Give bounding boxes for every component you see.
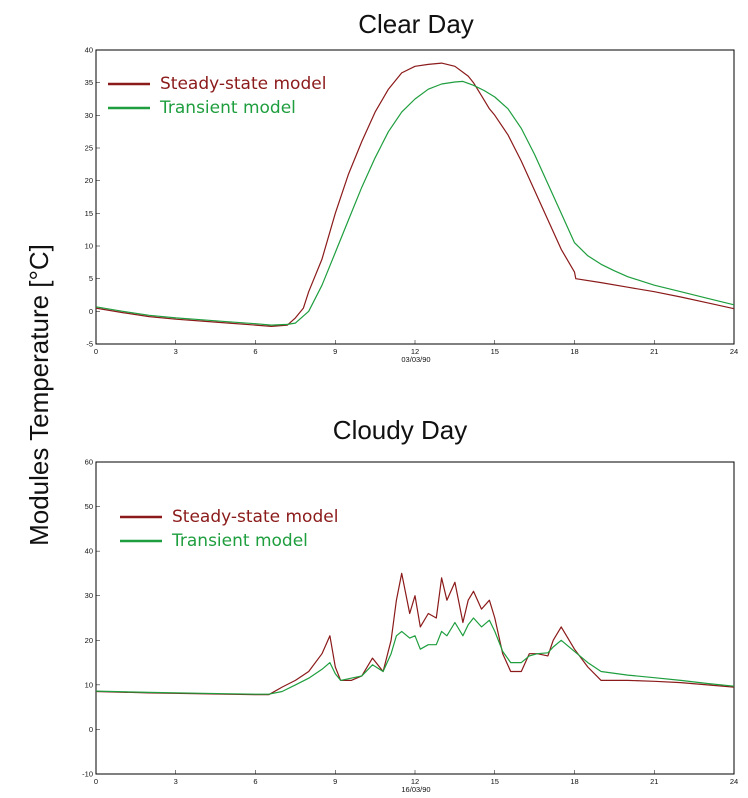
- y-tick-label: 30: [85, 111, 93, 120]
- y-tick-label: 25: [85, 144, 93, 153]
- y-tick-label: 10: [85, 242, 93, 251]
- series-line-transient: [95, 617, 735, 695]
- series-line-steady-state: [95, 62, 735, 327]
- series-line-steady-state: [95, 572, 735, 696]
- y-tick-label: 40: [85, 547, 93, 556]
- plot-frame: [95, 49, 735, 345]
- x-tick-label: 3: [174, 347, 178, 356]
- x-tick-label: 24: [730, 777, 738, 786]
- legend-label: Transient model: [159, 98, 296, 118]
- series-line-transient: [95, 80, 735, 326]
- x-axis-label: 16/03/90: [401, 785, 430, 794]
- x-tick-label: 15: [491, 347, 499, 356]
- x-tick-label: 12: [411, 777, 419, 786]
- x-axis-label: 03/03/90: [401, 355, 430, 364]
- legend: Steady-state model Transient model: [120, 507, 338, 551]
- legend: Steady-state model Transient model: [108, 74, 326, 118]
- x-tick-label: 6: [253, 347, 257, 356]
- chart-title: Cloudy Day: [333, 415, 467, 445]
- y-tick-label: 60: [85, 458, 93, 467]
- y-tick-label: 0: [89, 307, 93, 316]
- y-axis-label: Modules Temperature [°C]: [24, 244, 54, 546]
- x-tick-label: 15: [491, 777, 499, 786]
- x-tick-label: 0: [94, 777, 98, 786]
- x-tick-label: 12: [411, 347, 419, 356]
- x-tick-label: 6: [253, 777, 257, 786]
- y-tick-label: -10: [82, 770, 93, 779]
- y-tick-label: 5: [89, 274, 93, 283]
- y-tick-label: 50: [85, 502, 93, 511]
- x-tick-label: 18: [570, 347, 578, 356]
- x-tick-label: 0: [94, 347, 98, 356]
- y-tick-label: 35: [85, 78, 93, 87]
- legend-label: Transient model: [171, 531, 308, 551]
- y-tick-label: -5: [86, 340, 93, 349]
- x-tick-label: 24: [730, 347, 738, 356]
- x-tick-label: 9: [333, 777, 337, 786]
- legend-label: Steady-state model: [160, 74, 326, 94]
- x-tick-label: 3: [174, 777, 178, 786]
- y-tick-label: 20: [85, 176, 93, 185]
- x-tick-label: 21: [650, 347, 658, 356]
- legend-label: Steady-state model: [172, 507, 338, 527]
- x-tick-label: 21: [650, 777, 658, 786]
- y-tick-label: 20: [85, 636, 93, 645]
- y-tick-label: 40: [85, 46, 93, 55]
- y-tick-label: 15: [85, 209, 93, 218]
- x-tick-label: 9: [333, 347, 337, 356]
- y-tick-label: 10: [85, 680, 93, 689]
- y-tick-label: 0: [89, 725, 93, 734]
- y-tick-label: 30: [85, 591, 93, 600]
- x-tick-label: 18: [570, 777, 578, 786]
- chart-title: Clear Day: [358, 9, 474, 39]
